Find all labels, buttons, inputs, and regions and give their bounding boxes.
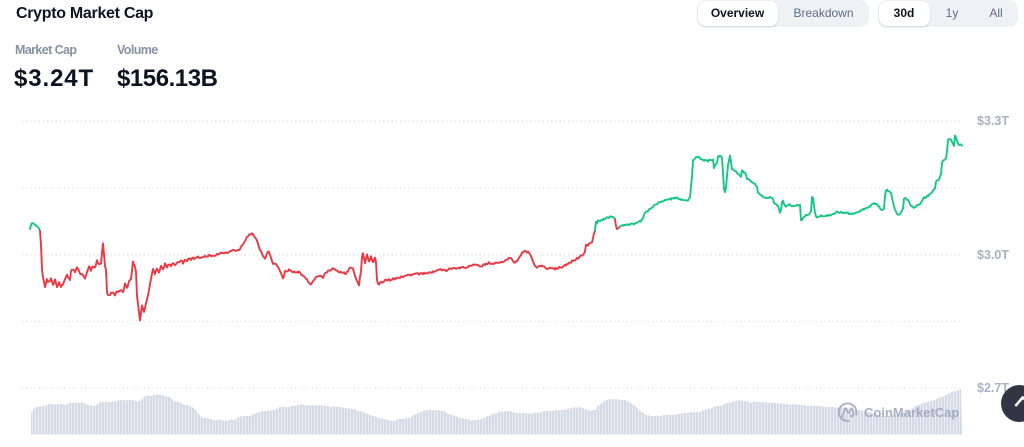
svg-text:CoinMarketCap: CoinMarketCap <box>864 405 959 420</box>
